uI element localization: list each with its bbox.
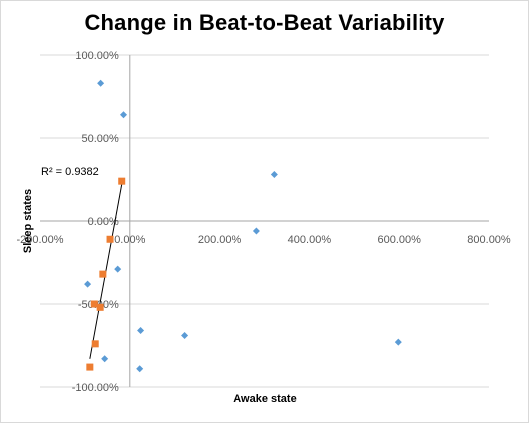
diamond-point [114,265,122,273]
square-point [118,177,126,185]
diamond-point [181,332,189,340]
trendline [89,179,124,359]
diamond-point [270,171,278,179]
x-tick-labels: -200.00% 0.00% 200.00% 400.00% 600.00% 800.00… [16,234,510,246]
data-points [84,79,402,373]
r-squared-label: R² = 0.9382 [41,166,99,178]
y-tick-label: 0.00% [88,216,119,228]
diamond-point [120,111,128,119]
x-tick-label: 600.00% [377,234,421,246]
diamond-point [394,338,402,346]
x-axis-title: Awake state [233,393,296,405]
square-point [86,363,94,371]
square-point [96,303,104,311]
square-point [90,300,98,308]
y-tick-label: 50.00% [81,133,119,145]
diamond-point [136,365,144,373]
y-tick-label: 100.00% [75,50,119,62]
square-point [106,235,114,243]
y-tick-label: -100.00% [72,382,119,394]
y-tick-labels: -100.00%-50.00%0.00%50.00%100.00% [72,50,119,394]
diamond-point [101,355,109,363]
diamond-point [252,227,260,235]
diamond-point [137,327,145,335]
gridlines [40,54,489,388]
square-point [91,340,99,348]
chart-title: Change in Beat-to-Beat Variability [84,10,445,35]
diamond-point [97,79,105,87]
x-tick-label: -200.00% [16,234,63,246]
x-tick-label: 400.00% [288,234,332,246]
x-tick-label: 200.00% [198,234,242,246]
y-axis-title: Sleep states [22,189,34,253]
trendline-group [89,179,124,359]
x-tick-label: 800.00% [467,234,511,246]
x-tick-label: 0.00% [114,234,145,246]
square-point [99,270,107,278]
diamond-point [84,280,92,288]
